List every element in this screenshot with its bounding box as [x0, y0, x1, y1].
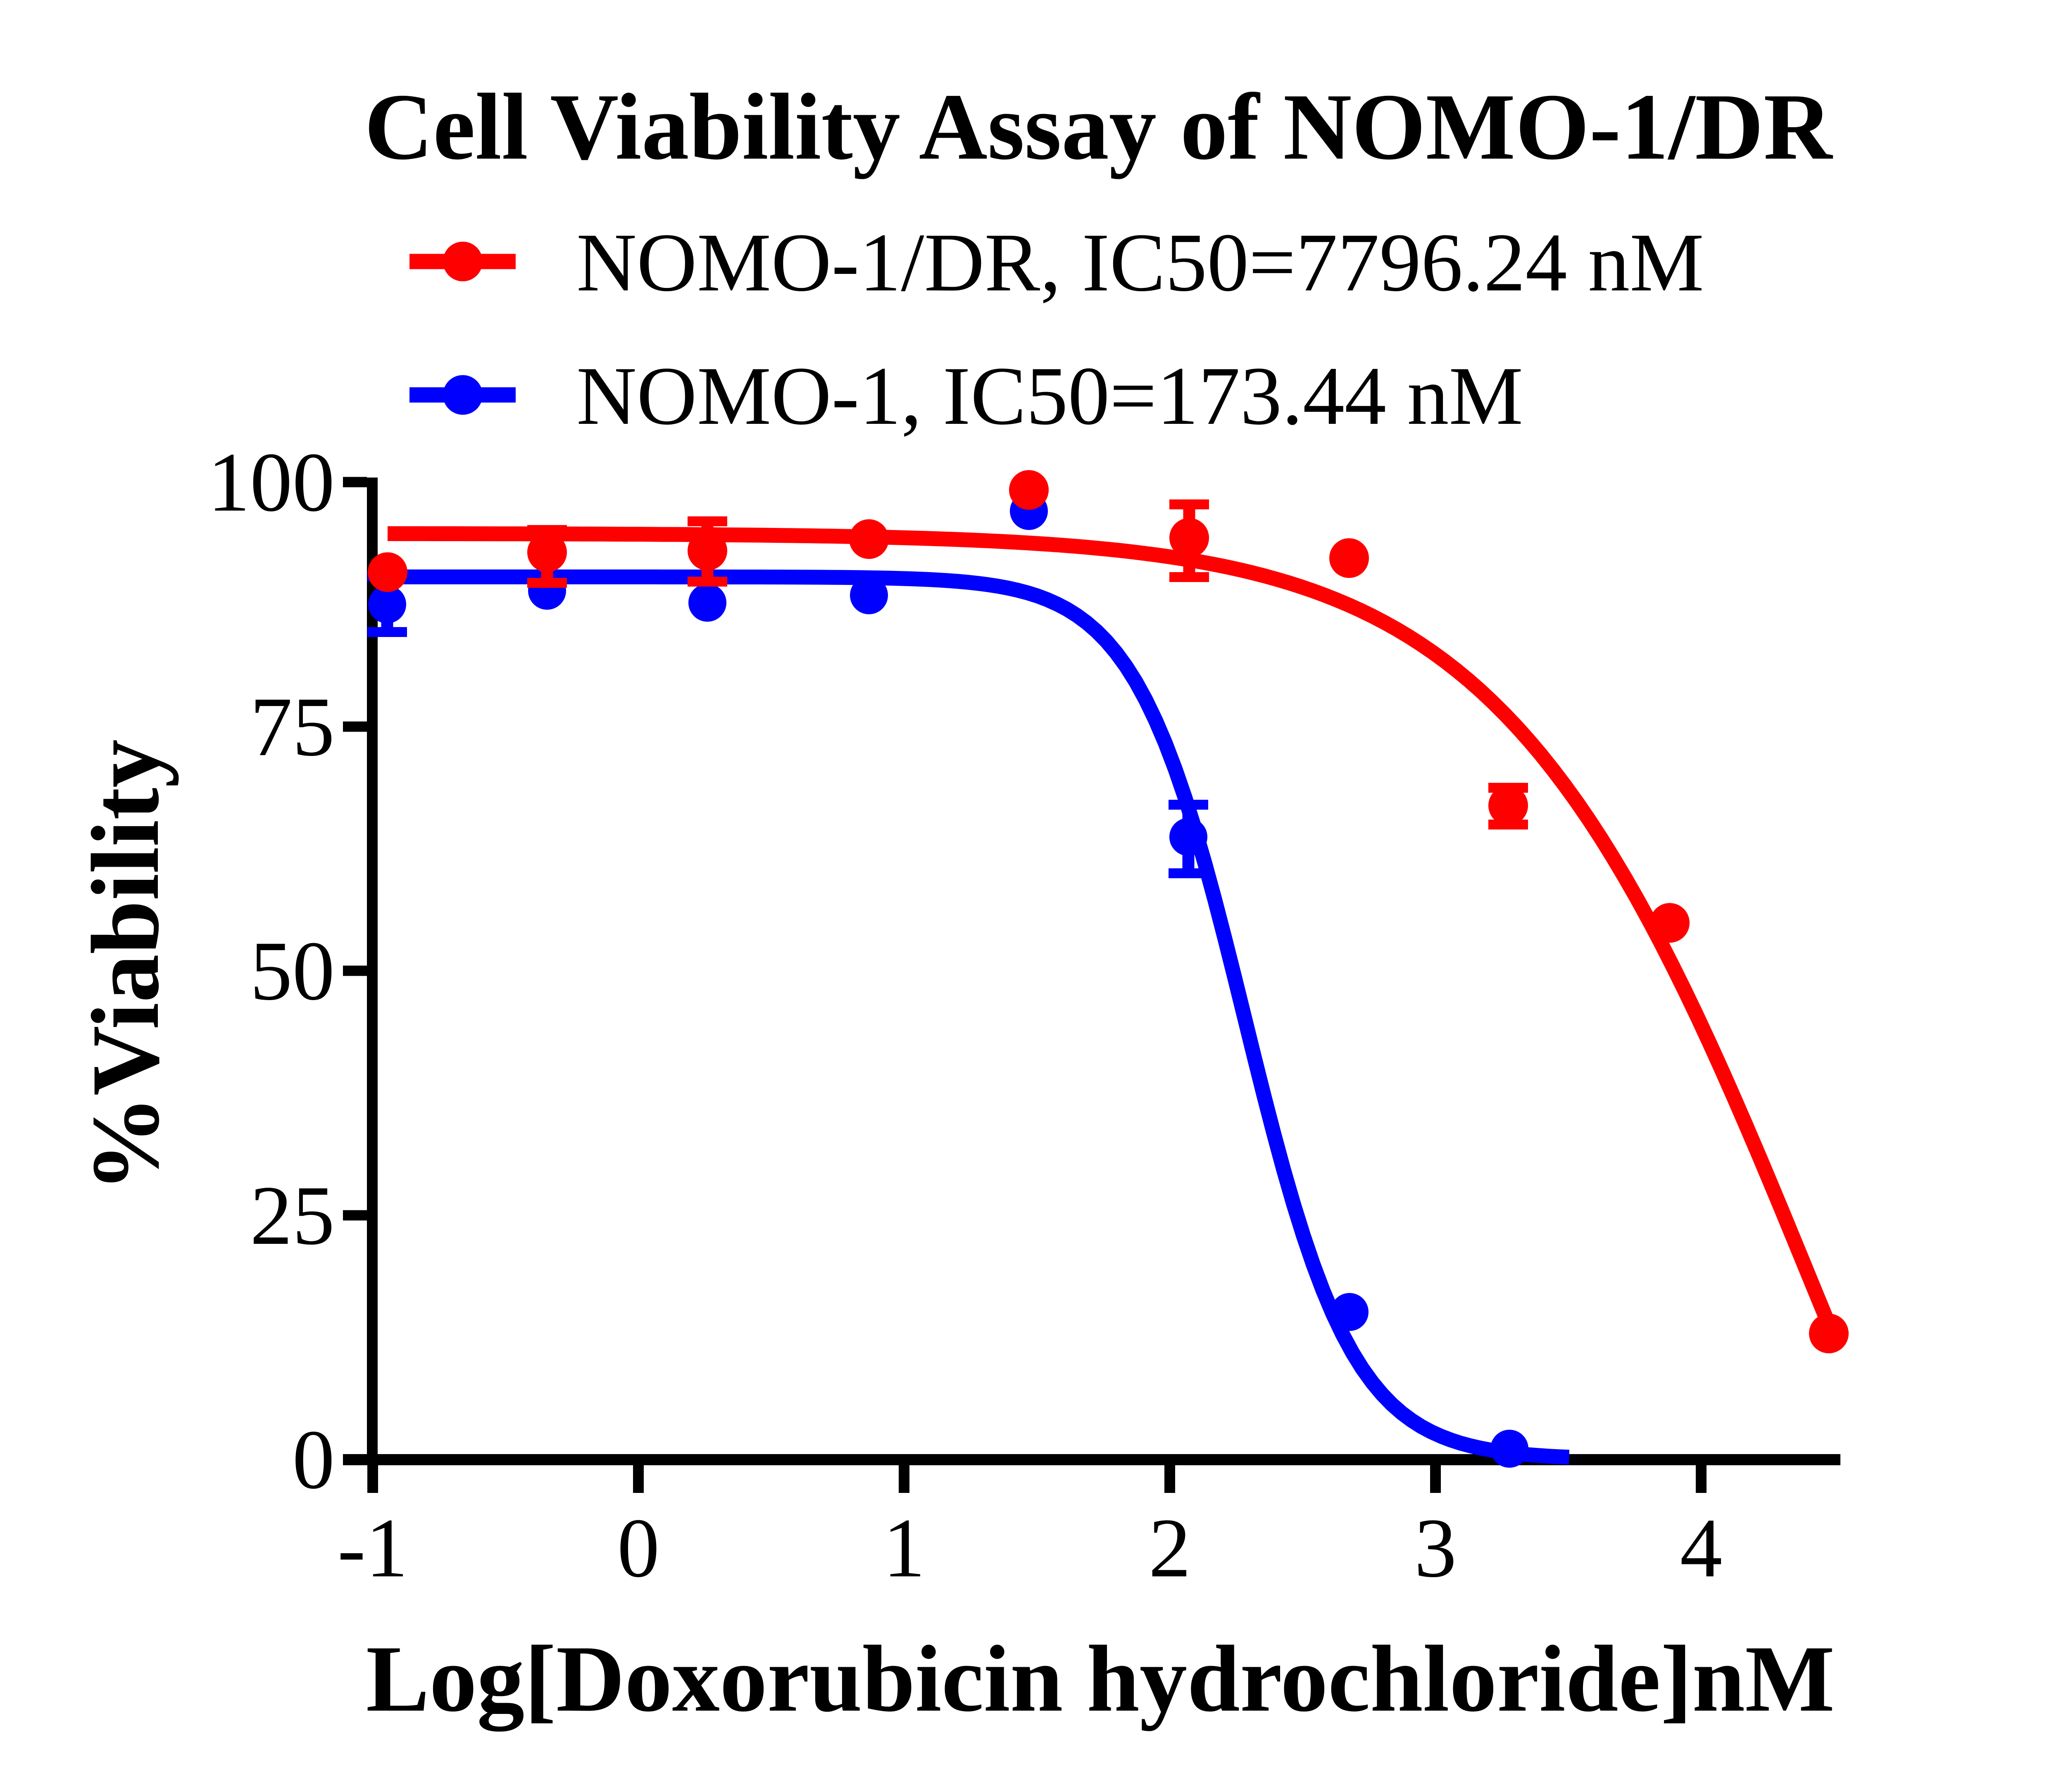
svg-text:-1: -1 — [338, 1501, 408, 1595]
svg-text:NOMO-1/DR, IC50=7796.24 nM: NOMO-1/DR, IC50=7796.24 nM — [576, 216, 1704, 309]
svg-text:0: 0 — [617, 1501, 660, 1595]
svg-text:%Viability: %Viability — [71, 739, 179, 1192]
svg-text:25: 25 — [250, 1169, 335, 1262]
svg-text:50: 50 — [250, 924, 335, 1018]
svg-text:3: 3 — [1414, 1501, 1457, 1595]
svg-text:1: 1 — [883, 1501, 926, 1595]
svg-text:2: 2 — [1149, 1501, 1191, 1595]
svg-text:75: 75 — [250, 680, 335, 774]
svg-text:Cell Viability Assay of NOMO-1: Cell Viability Assay of NOMO-1/DR — [364, 74, 1833, 179]
svg-text:NOMO-1, IC50=173.44 nM: NOMO-1, IC50=173.44 nM — [576, 349, 1523, 442]
svg-text:100: 100 — [208, 435, 335, 529]
svg-text:Log[Doxorubicin hydrochloride]: Log[Doxorubicin hydrochloride]nM — [366, 1626, 1835, 1732]
svg-text:4: 4 — [1680, 1501, 1723, 1595]
svg-text:0: 0 — [293, 1413, 335, 1507]
